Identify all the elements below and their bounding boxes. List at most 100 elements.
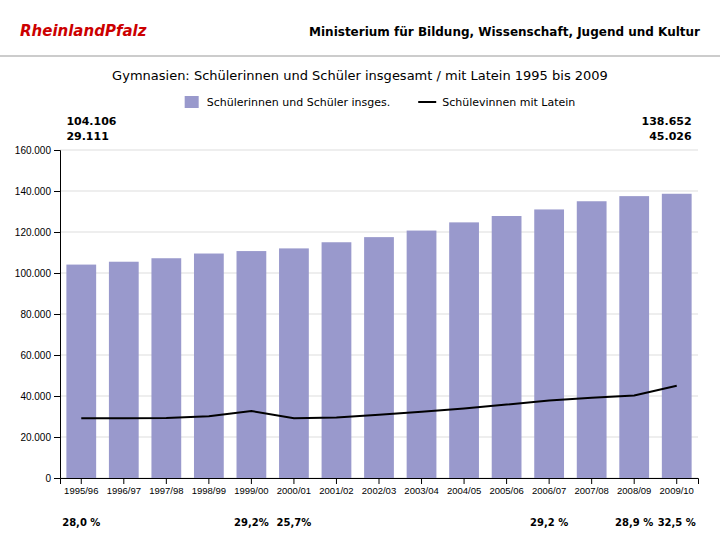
x-tick: 1998/99: [192, 478, 226, 496]
bar: [534, 209, 564, 478]
x-tick: 2004/05: [447, 478, 481, 496]
y-tick-mark: [54, 191, 60, 192]
percent-label: 28,0 %: [62, 517, 100, 528]
y-tick-mark: [54, 232, 60, 233]
x-tick: 2001/02: [319, 478, 353, 496]
header-separator: [0, 56, 720, 57]
bar: [66, 265, 96, 478]
bar: [109, 262, 139, 478]
y-tick-label: 40.000: [20, 391, 51, 402]
bar: [662, 194, 692, 478]
y-tick-label: 80.000: [20, 309, 51, 320]
y-tick-mark: [54, 150, 60, 151]
x-tick: 1996/97: [107, 478, 141, 496]
chart: 0 20.000 40.000 60.000 80.000 100.000 120.000 1…: [0, 0, 720, 540]
x-tick: 2000/01: [277, 478, 311, 496]
marks: [66, 194, 691, 478]
header-ministry: Ministerium für Bildung, Wissenschaft, J…: [309, 25, 700, 39]
y-tick-mark: [54, 478, 60, 479]
corner-value: 29.111: [66, 130, 108, 143]
bar: [577, 201, 607, 478]
percent-label: 32,5 %: [658, 517, 696, 528]
x-tick-mark: [464, 478, 465, 484]
bar: [407, 231, 437, 478]
y-tick-mark: [54, 314, 60, 315]
x-tick: 1995/96: [64, 478, 98, 496]
x-tick-mark: [379, 478, 380, 484]
y-tick-label: 20.000: [20, 432, 51, 443]
corner-value: 45.026: [649, 130, 692, 143]
x-tick-mark: [123, 478, 124, 484]
y-tick-label: 100.000: [15, 268, 52, 279]
x-tick-label: 2003/04: [404, 485, 438, 496]
x-tick-mark: [421, 478, 422, 484]
x-tick-mark: [81, 478, 82, 484]
bar: [279, 248, 309, 478]
x-tick-label: 1997/98: [149, 485, 183, 496]
x-tick: 2005/06: [489, 478, 523, 496]
bar: [151, 258, 181, 478]
y-tick-mark: [54, 355, 60, 356]
bar: [619, 196, 649, 478]
x-tick-label: 2004/05: [447, 485, 481, 496]
bar: [237, 251, 267, 478]
x-tick: 2006/07: [532, 478, 566, 496]
y-tick-label: 140.000: [15, 186, 52, 197]
x-axis-line: [61, 479, 699, 485]
y-axis: 0 20.000 40.000 60.000 80.000 100.000 120.000 1…: [15, 145, 61, 484]
x-tick: 2009/10: [660, 478, 694, 496]
y-tick: 60.000: [20, 350, 60, 361]
y-tick-label: 120.000: [15, 227, 52, 238]
header-brand: RheinlandPfalz: [20, 22, 147, 40]
y-axis-line: [54, 151, 61, 479]
x-tick: 2002/03: [362, 478, 396, 496]
percent-label: 28,9 %: [615, 517, 653, 528]
x-tick-mark: [506, 478, 507, 484]
percent-label: 29,2 %: [530, 517, 568, 528]
x-tick-mark: [549, 478, 550, 484]
grid: [60, 150, 698, 478]
x-tick: 2003/04: [404, 478, 438, 496]
legend-item: Schülevinnen mit Latein: [418, 96, 575, 109]
bar: [492, 216, 522, 478]
bar: [194, 254, 224, 478]
line: [81, 386, 676, 419]
x-tick-label: 2008/09: [617, 485, 651, 496]
y-tick: 140.000: [15, 186, 60, 197]
y-tick: 120.000: [15, 227, 60, 238]
y-tick-mark: [54, 396, 60, 397]
x-tick-mark: [591, 478, 592, 484]
percent-label: 25,7%: [277, 517, 312, 528]
x-tick-label: 1995/96: [64, 485, 98, 496]
y-tick: 0: [45, 473, 60, 484]
x-tick-mark: [676, 478, 677, 484]
x-tick-label: 2002/03: [362, 485, 396, 496]
y-tick: 80.000: [20, 309, 60, 320]
legend-swatch: [185, 96, 199, 108]
x-tick-label: 2000/01: [277, 485, 311, 496]
percent-label: 29,2%: [234, 517, 269, 528]
x-tick-mark: [634, 478, 635, 484]
x-tick-label: 2009/10: [660, 485, 694, 496]
x-tick-mark: [336, 478, 337, 484]
legend-label: Schülerinnen und Schüler insges.: [207, 96, 391, 109]
y-tick: 40.000: [20, 391, 60, 402]
y-tick: 20.000: [20, 432, 60, 443]
legend: Schülerinnen und Schüler insges. Schülevi…: [185, 96, 576, 109]
title: Gymnasien: Schülerinnen und Schüler insg…: [112, 68, 608, 83]
y-tick-mark: [54, 273, 60, 274]
legend-label: Schülevinnen mit Latein: [442, 96, 575, 109]
bar: [449, 222, 479, 478]
x-tick: 1999/00: [234, 478, 268, 496]
x-tick: 1997/98: [149, 478, 183, 496]
annotations: 104.106138.65229.11145.02628,0 %29,2%25,…: [20, 22, 700, 528]
x-tick-mark: [251, 478, 252, 484]
x-tick-label: 2001/02: [319, 485, 353, 496]
x-tick: 2008/09: [617, 478, 651, 496]
x-tick-mark: [293, 478, 294, 484]
x-axis: 1995/96 1996/97 1997/98 1998/99 1999/00 2000/…: [61, 478, 699, 496]
grid-line: [60, 150, 698, 151]
x-tick-label: 1999/00: [234, 485, 268, 496]
y-tick-mark: [54, 437, 60, 438]
x-tick-label: 2005/06: [489, 485, 523, 496]
